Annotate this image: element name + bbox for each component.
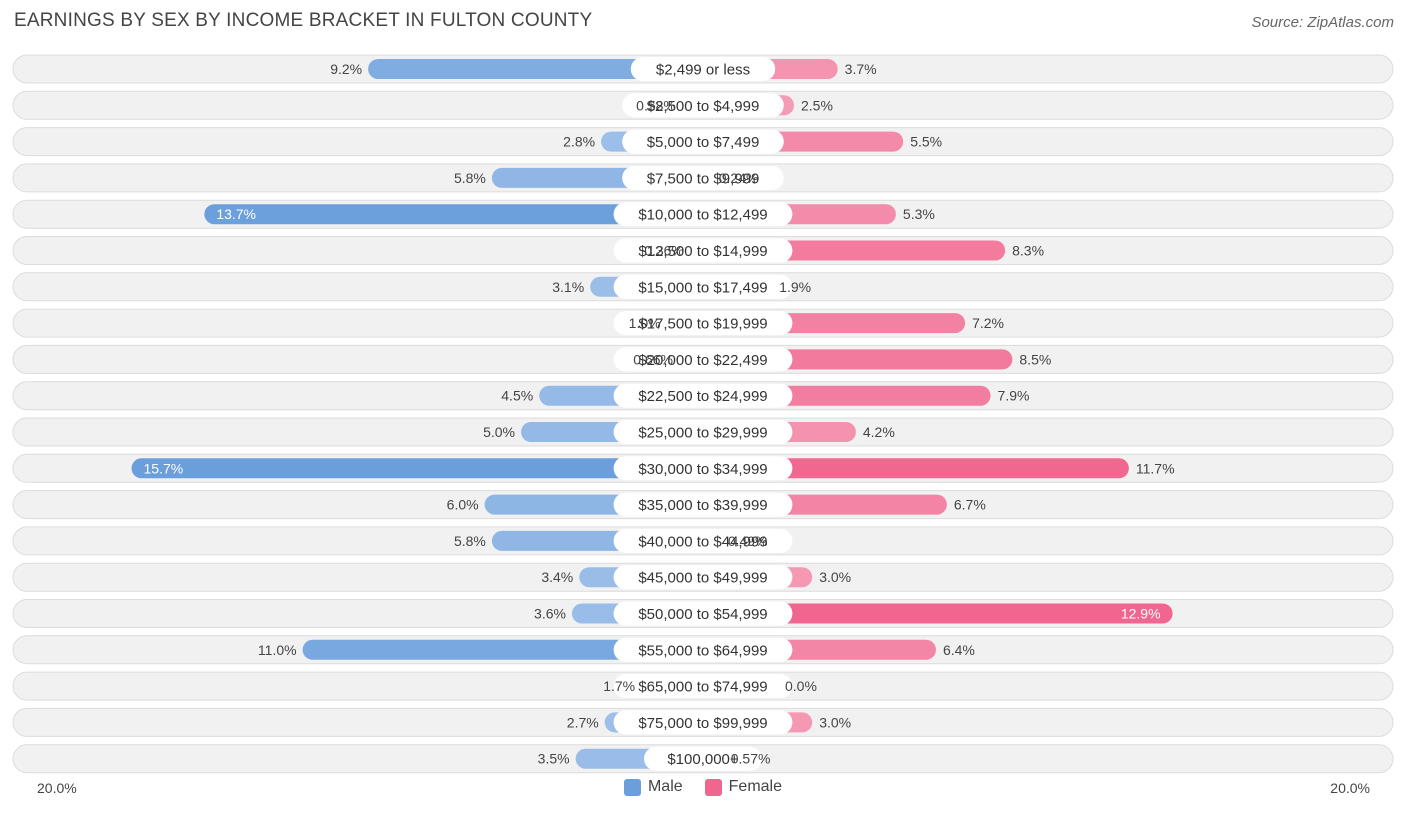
value-label-male: 0.58% <box>636 97 676 113</box>
value-label-male: 2.8% <box>563 134 595 150</box>
value-label-female: 0.0% <box>785 678 817 694</box>
chart-title: EARNINGS BY SEX BY INCOME BRACKET IN FUL… <box>14 10 593 31</box>
value-label-female: 0.24% <box>719 170 759 186</box>
category-pill <box>613 456 793 481</box>
category-pill <box>613 420 793 444</box>
category-pill <box>622 93 784 118</box>
value-label-male: 6.0% <box>447 497 479 513</box>
bar-male <box>131 458 703 479</box>
value-label-male: 3.6% <box>534 606 566 622</box>
category-pill <box>613 565 793 590</box>
value-label-female: 12.9% <box>1121 606 1161 622</box>
value-label-female: 8.5% <box>1019 351 1051 367</box>
category-label: $10,000 to $12,499 <box>638 207 767 224</box>
legend-item-male: Male <box>623 778 683 796</box>
category-label: $75,000 to $99,999 <box>638 715 767 732</box>
value-label-female: 6.4% <box>943 642 975 658</box>
value-label-female: 8.3% <box>1012 243 1044 259</box>
value-label-female: 7.9% <box>998 388 1030 404</box>
value-label-female: 4.2% <box>863 424 895 440</box>
value-label-male: 0.66% <box>633 351 673 367</box>
legend-item-female: Female <box>704 778 783 796</box>
bar-male <box>204 204 703 225</box>
value-label-male: 5.8% <box>454 533 486 549</box>
category-label: $25,000 to $29,999 <box>638 425 767 442</box>
value-label-female: 7.2% <box>972 315 1004 331</box>
value-label-male: 13.7% <box>216 206 256 222</box>
value-label-female: 6.7% <box>954 497 986 513</box>
axis-label-right: 20.0% <box>1330 780 1370 796</box>
value-label-male: 3.5% <box>538 751 570 767</box>
value-label-female: 2.5% <box>801 97 833 113</box>
category-label: $2,500 to $4,999 <box>647 98 760 115</box>
category-label: $20,000 to $22,499 <box>638 352 767 369</box>
bar-female <box>703 603 1173 624</box>
value-label-male: 5.8% <box>454 170 486 186</box>
axis-label-left: 20.0% <box>37 780 77 796</box>
legend: Male Female <box>0 778 1406 796</box>
value-label-male: 9.2% <box>330 61 362 77</box>
category-label: $35,000 to $39,999 <box>638 497 767 514</box>
value-label-female: 5.5% <box>910 134 942 150</box>
value-label-male: 4.5% <box>501 388 533 404</box>
legend-swatch-female <box>704 778 722 796</box>
value-label-female: 0.49% <box>728 533 768 549</box>
value-label-male: 11.0% <box>258 642 297 658</box>
category-pill <box>613 710 793 735</box>
category-label: $5,000 to $7,499 <box>647 134 760 151</box>
category-pill <box>613 238 793 263</box>
value-label-female: 5.3% <box>903 206 935 222</box>
category-pill <box>613 347 793 372</box>
category-pill <box>613 383 793 408</box>
value-label-male: 0.36% <box>644 243 684 259</box>
value-label-female: 0.57% <box>731 751 771 767</box>
category-label: $50,000 to $54,999 <box>638 606 767 623</box>
category-label: $65,000 to $74,999 <box>638 679 767 696</box>
value-label-female: 3.7% <box>845 61 877 77</box>
category-pill <box>613 601 793 626</box>
category-label: $30,000 to $34,999 <box>638 461 767 478</box>
value-label-male: 15.7% <box>144 460 184 476</box>
value-label-female: 1.9% <box>779 279 811 295</box>
value-label-female: 11.7% <box>1136 460 1175 476</box>
value-label-female: 3.0% <box>819 714 851 730</box>
value-label-male: 5.0% <box>483 424 515 440</box>
category-pill <box>613 202 793 227</box>
category-pill <box>613 311 793 336</box>
category-label: $2,499 or less <box>656 62 750 79</box>
value-label-male: 2.7% <box>567 714 599 730</box>
value-label-male: 1.7% <box>603 678 635 694</box>
category-pill <box>622 165 784 190</box>
category-pill <box>613 274 793 299</box>
value-label-male: 1.0% <box>629 315 661 331</box>
category-pill <box>644 746 762 771</box>
legend-label-male: Male <box>647 778 683 795</box>
bar-male <box>368 59 703 79</box>
category-label: $45,000 to $49,999 <box>638 570 767 587</box>
category-pill <box>613 674 793 699</box>
legend-swatch-male <box>623 778 641 796</box>
value-label-male: 3.4% <box>541 569 573 585</box>
category-pill <box>630 57 776 81</box>
legend-label-female: Female <box>728 778 783 795</box>
category-pill <box>613 492 793 517</box>
category-pill <box>613 637 793 662</box>
value-label-male: 3.1% <box>552 279 584 295</box>
bar-female <box>703 458 1129 479</box>
category-label: $100,000+ <box>667 751 739 768</box>
category-label: $7,500 to $9,999 <box>647 170 760 187</box>
source-label: Source: ZipAtlas.com <box>1251 14 1394 31</box>
category-label: $15,000 to $17,499 <box>638 279 767 296</box>
category-label: $40,000 to $44,999 <box>638 533 767 550</box>
category-pill <box>622 129 784 154</box>
category-pill <box>613 528 793 553</box>
value-label-female: 3.0% <box>819 569 851 585</box>
category-label: $22,500 to $24,999 <box>638 388 767 405</box>
category-label: $55,000 to $64,999 <box>638 642 767 659</box>
category-label: $17,500 to $19,999 <box>638 316 767 333</box>
category-label: $12,500 to $14,999 <box>638 243 767 260</box>
bar-male <box>302 639 703 660</box>
